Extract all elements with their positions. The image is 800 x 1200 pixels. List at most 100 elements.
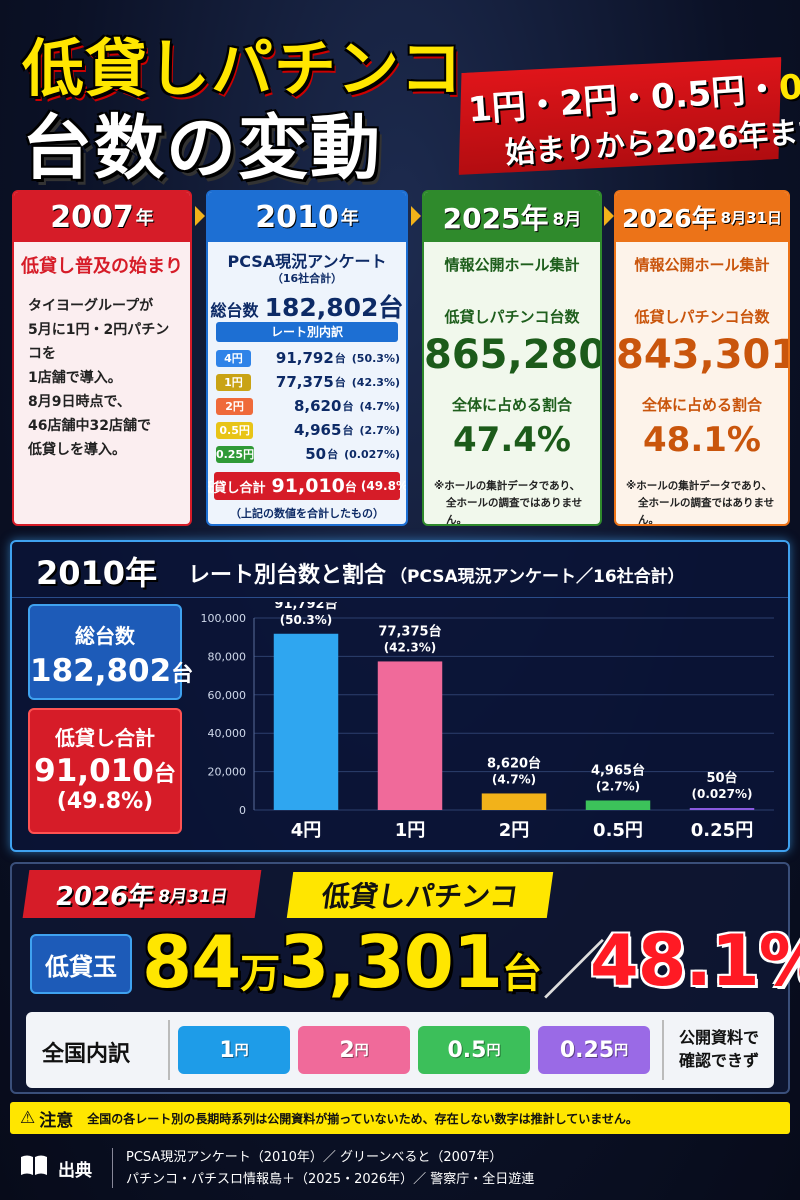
breakdown-label: 全国内訳 <box>42 1042 131 1067</box>
bar-pct-label: (42.3%) <box>384 640 437 654</box>
card-2010-header: 2010 年 <box>208 192 406 242</box>
bar-pct-label: (2.7%) <box>596 779 640 793</box>
card-2007-year-unit: 年 <box>135 208 154 229</box>
desc-line: タイヨーグループが <box>28 298 154 314</box>
rate-unit: 台 <box>334 376 346 389</box>
pill-label: 0.5 <box>447 1037 487 1063</box>
rate-value: 8,620 <box>293 397 342 415</box>
card-2025-year: 2025年 <box>442 202 549 235</box>
rate-pct: (50.3%) <box>351 351 400 365</box>
chart-sum-unit: 台 <box>153 762 176 787</box>
y-tick-label: 0 <box>239 804 246 817</box>
rate-tag: 4円 <box>216 349 251 367</box>
bar <box>689 808 755 810</box>
main-title-line2: 台数の変動 <box>22 107 382 189</box>
chart-total-value: 182,802 <box>30 653 172 689</box>
bar-value-label: 8,620台 <box>487 755 541 771</box>
breakdown-row: 0.5円 4,965 台 (2.7%) <box>216 420 400 440</box>
y-tick-label: 40,000 <box>208 727 247 740</box>
card-2025-month: 8月 <box>552 209 582 230</box>
bar <box>481 793 547 810</box>
rate-value: 50 <box>305 445 327 463</box>
tama-label: 低貸玉 <box>30 934 132 994</box>
pill-unit: 円 <box>614 1043 629 1059</box>
national-breakdown: 全国内訳 1 円 2 円 0.5 円 0.25 円 公開資料で 確認できず <box>26 1012 774 1088</box>
card-2025-source: 情報公開ホール集計 <box>444 256 580 274</box>
desc-line: 1店舗で導入。 <box>28 370 122 386</box>
bar <box>585 800 651 810</box>
rate-value: 4,965 <box>293 421 342 439</box>
count-value: 843,301 <box>616 332 790 378</box>
big-man: 84 <box>142 920 241 1004</box>
card-2007-description: タイヨーグループが 5月に1円・2円パチンコを 1店舗で導入。 8月9日時点で、… <box>28 294 182 462</box>
y-tick-label: 60,000 <box>208 689 247 702</box>
card-2010-year: 2010 <box>255 199 339 235</box>
summary-big-number: 84万3,301台 <box>142 920 542 1004</box>
source-line: パチンコ・パチスロ情報島＋（2025・2026年）／ 警察庁・全日遊連 <box>126 1172 535 1187</box>
pill-unit: 円 <box>486 1043 501 1059</box>
card-2010-sum: 低貸し合計 91,010台 (49.8%) <box>208 472 406 500</box>
summary-big-pct: 48.1% <box>590 920 800 1002</box>
rate-pct: (0.027%) <box>344 447 400 461</box>
note-line: 全ホールの調査ではありません。 <box>638 497 775 526</box>
rate-pct: (42.3%) <box>351 375 400 389</box>
card-2026-note: ※ホールの集計データであり、 全ホールの調査ではありません。 <box>626 478 782 526</box>
timeline-arrow-icon <box>195 206 205 226</box>
y-tick-label: 100,000 <box>201 612 247 625</box>
chart-title-text: レート別台数と割合 <box>188 563 387 588</box>
card-2010: 2010 年 PCSA現況アンケート （16社合計） 総台数 182,802台 レー… <box>206 190 408 526</box>
summary-slash: ／ <box>542 935 606 1009</box>
card-2010-total: 総台数 182,802台 <box>208 288 406 324</box>
chart-header: 2010年 レート別台数と割合 （PCSA現況アンケート／16社合計） <box>12 542 788 598</box>
x-category-label: 0.25円 <box>691 820 753 841</box>
card-2025-share: 47.4% <box>453 420 571 460</box>
total-value: 182,802台 <box>264 293 404 322</box>
note-line: 全ホールの調査ではありません。 <box>446 497 583 526</box>
breakdown-header: レート別内訳 <box>216 322 398 342</box>
card-2026-share-label: 全体に占める割合 <box>641 396 762 414</box>
rate-pill: 0.25 円 <box>538 1026 650 1074</box>
card-2026-header: 2026年 8月31日 <box>616 192 788 242</box>
y-tick-label: 20,000 <box>208 766 247 779</box>
card-2010-subtitle: （16社合計） <box>271 272 343 285</box>
bar <box>377 661 443 810</box>
summary-name-badge: 低貸しパチンコ <box>286 872 554 918</box>
card-2025-share-label: 全体に占める割合 <box>451 396 572 414</box>
chart-total-box: 総台数 182,802台 <box>28 604 193 700</box>
summary-date-badge: 2026年 8月31日 <box>22 870 262 918</box>
banner-rate-2: 2円 <box>558 80 619 125</box>
chart-sum-label: 低貸し合計 <box>55 726 155 750</box>
x-category-label: 0.5円 <box>593 820 643 841</box>
card-2010-title: PCSA現況アンケート <box>227 252 387 271</box>
rate-pct: (4.7%) <box>359 399 400 413</box>
rate-unit: 台 <box>342 424 354 437</box>
rate-tag: 1円 <box>216 373 251 391</box>
bar <box>273 633 339 810</box>
rate-tag: 0.5円 <box>216 421 254 439</box>
desc-line: 8月9日時点で、 <box>28 394 131 410</box>
total-label: 総台数 <box>210 301 259 320</box>
banner-rate-1: 1円 <box>466 86 528 131</box>
sum-label: 低貸し合計 <box>206 480 266 496</box>
divider <box>662 1020 664 1080</box>
desc-line: 5月に1円・2円パチンコを <box>28 322 170 362</box>
breakdown-row: 0.25円 50 台 (0.027%) <box>216 444 400 464</box>
chart-sum-box: 低貸し合計 91,010台 (49.8%) <box>28 708 182 834</box>
bar-value-label: 4,965台 <box>591 762 645 778</box>
timeline-arrow-icon <box>411 206 421 226</box>
bar-pct-label: (0.027%) <box>692 787 753 801</box>
card-2026-month: 8月31日 <box>720 208 782 227</box>
desc-line: 低貸しを導入。 <box>28 442 126 458</box>
rate-pill: 0.5 円 <box>418 1026 530 1074</box>
banner-rate-4: 0.25円 <box>777 60 800 109</box>
chart-sum-value: 91,010 <box>34 753 154 789</box>
sum-unit: 台 <box>344 479 357 494</box>
banner-rate-3: 0.5円 <box>649 71 747 118</box>
card-2025-count: 865,280台 <box>424 332 600 378</box>
card-2026-count-label: 低貸しパチンコ台数 <box>634 308 770 326</box>
divider <box>168 1020 170 1080</box>
summary-date-day: 8月31日 <box>156 886 229 907</box>
timeline-arrow-icon <box>604 206 614 226</box>
